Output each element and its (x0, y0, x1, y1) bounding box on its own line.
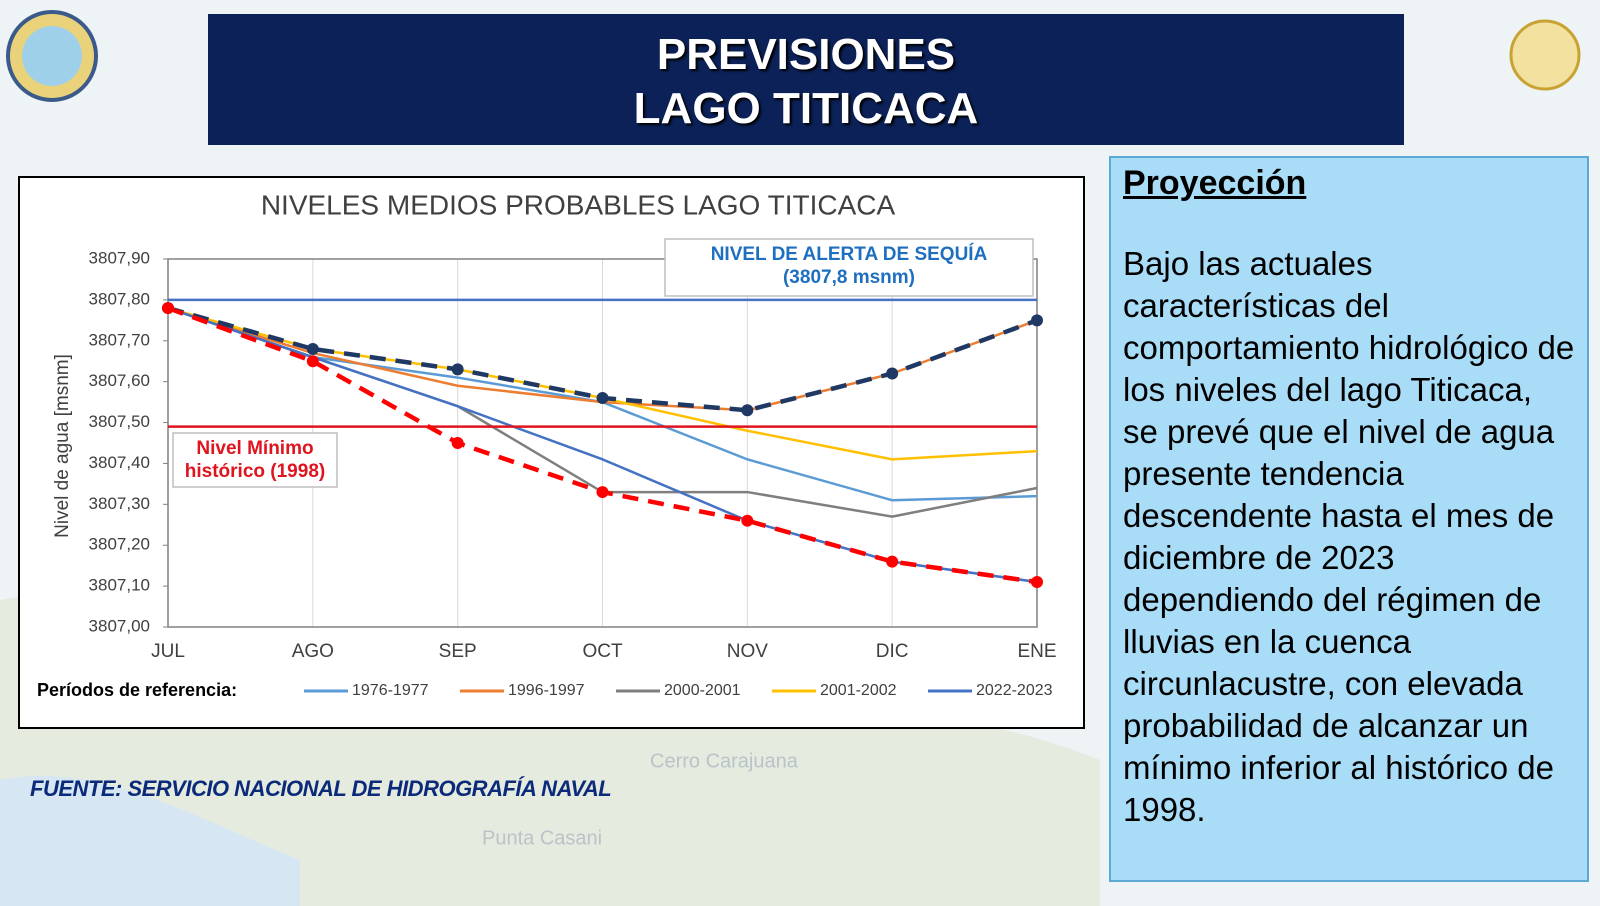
annotation: NIVEL DE ALERTA DE SEQUÍA (711, 243, 988, 265)
chart: NIVELES MEDIOS PROBABLES LAGO TITICACA N… (37, 189, 1057, 700)
point (741, 404, 754, 417)
legend-label: 1976-1977 (352, 682, 429, 699)
x-tick-label: SEP (439, 641, 477, 662)
y-tick-label: 3807,90 (89, 248, 150, 267)
x-tick-label: OCT (582, 641, 623, 662)
text-panel: Proyección Bajo las actuales característ… (1109, 156, 1589, 882)
annotation-box (664, 238, 1034, 297)
annotation: (3807,8 msnm) (783, 267, 915, 288)
logo-left-inner (22, 26, 82, 86)
logo-right (1509, 19, 1581, 91)
x-tick-label: JUL (151, 641, 185, 662)
water (0, 776, 300, 906)
annotation: histórico (1998) (185, 461, 325, 482)
map-label: Punta Casani (482, 827, 602, 849)
source: FUENTE: SERVICIO NACIONAL DE HIDROGRAFÍA… (30, 776, 612, 801)
map-label: Cerro Carajuana (650, 750, 799, 772)
point (886, 367, 899, 380)
point (306, 342, 319, 355)
point (306, 355, 319, 368)
y-tick-label: 3807,60 (89, 371, 150, 390)
y-axis-label: Nivel de agua [msnm] (52, 354, 73, 538)
point (741, 514, 754, 527)
y-tick-label: 3807,80 (89, 289, 150, 308)
header: PREVISIONES LAGO TITICACA (208, 14, 1404, 145)
y-tick-label: 3807,20 (89, 535, 150, 554)
y-tick-label: 3807,40 (89, 453, 150, 472)
point (451, 437, 464, 449)
y-tick-label: 3807,50 (89, 412, 150, 431)
point (596, 486, 609, 499)
x-tick-label: AGO (292, 641, 334, 662)
point (886, 555, 899, 568)
panel-body: Bajo las actuales características del co… (1123, 245, 1575, 828)
x-tick-label: DIC (876, 641, 909, 662)
x-tick-label: NOV (727, 641, 769, 662)
x-tick-label: ENE (1017, 641, 1056, 662)
annotation-box (172, 432, 338, 488)
legend-label: 2022-2023 (976, 682, 1053, 699)
point (1031, 576, 1043, 589)
y-tick-label: 3807,00 (89, 616, 150, 635)
annotation: Nivel Mínimo (196, 438, 313, 459)
legend-title: Períodos de referencia: (37, 680, 237, 700)
y-tick-label: 3807,70 (89, 330, 150, 349)
chart-title: NIVELES MEDIOS PROBABLES LAGO TITICACA (261, 189, 896, 220)
point (451, 363, 464, 376)
point (162, 302, 174, 315)
legend-label: 2001-2002 (820, 682, 897, 699)
header-title: LAGO TITICACA (633, 84, 979, 133)
panel-heading: Proyección (1123, 164, 1307, 202)
legend-label: 2000-2001 (664, 682, 741, 699)
point (596, 392, 609, 405)
point (1031, 314, 1043, 327)
y-tick-label: 3807,10 (89, 576, 150, 595)
header-title: PREVISIONES (656, 30, 956, 79)
plot-frame (167, 258, 1038, 628)
legend-label: 1996-1997 (508, 682, 585, 699)
y-tick-label: 3807,30 (89, 494, 150, 513)
